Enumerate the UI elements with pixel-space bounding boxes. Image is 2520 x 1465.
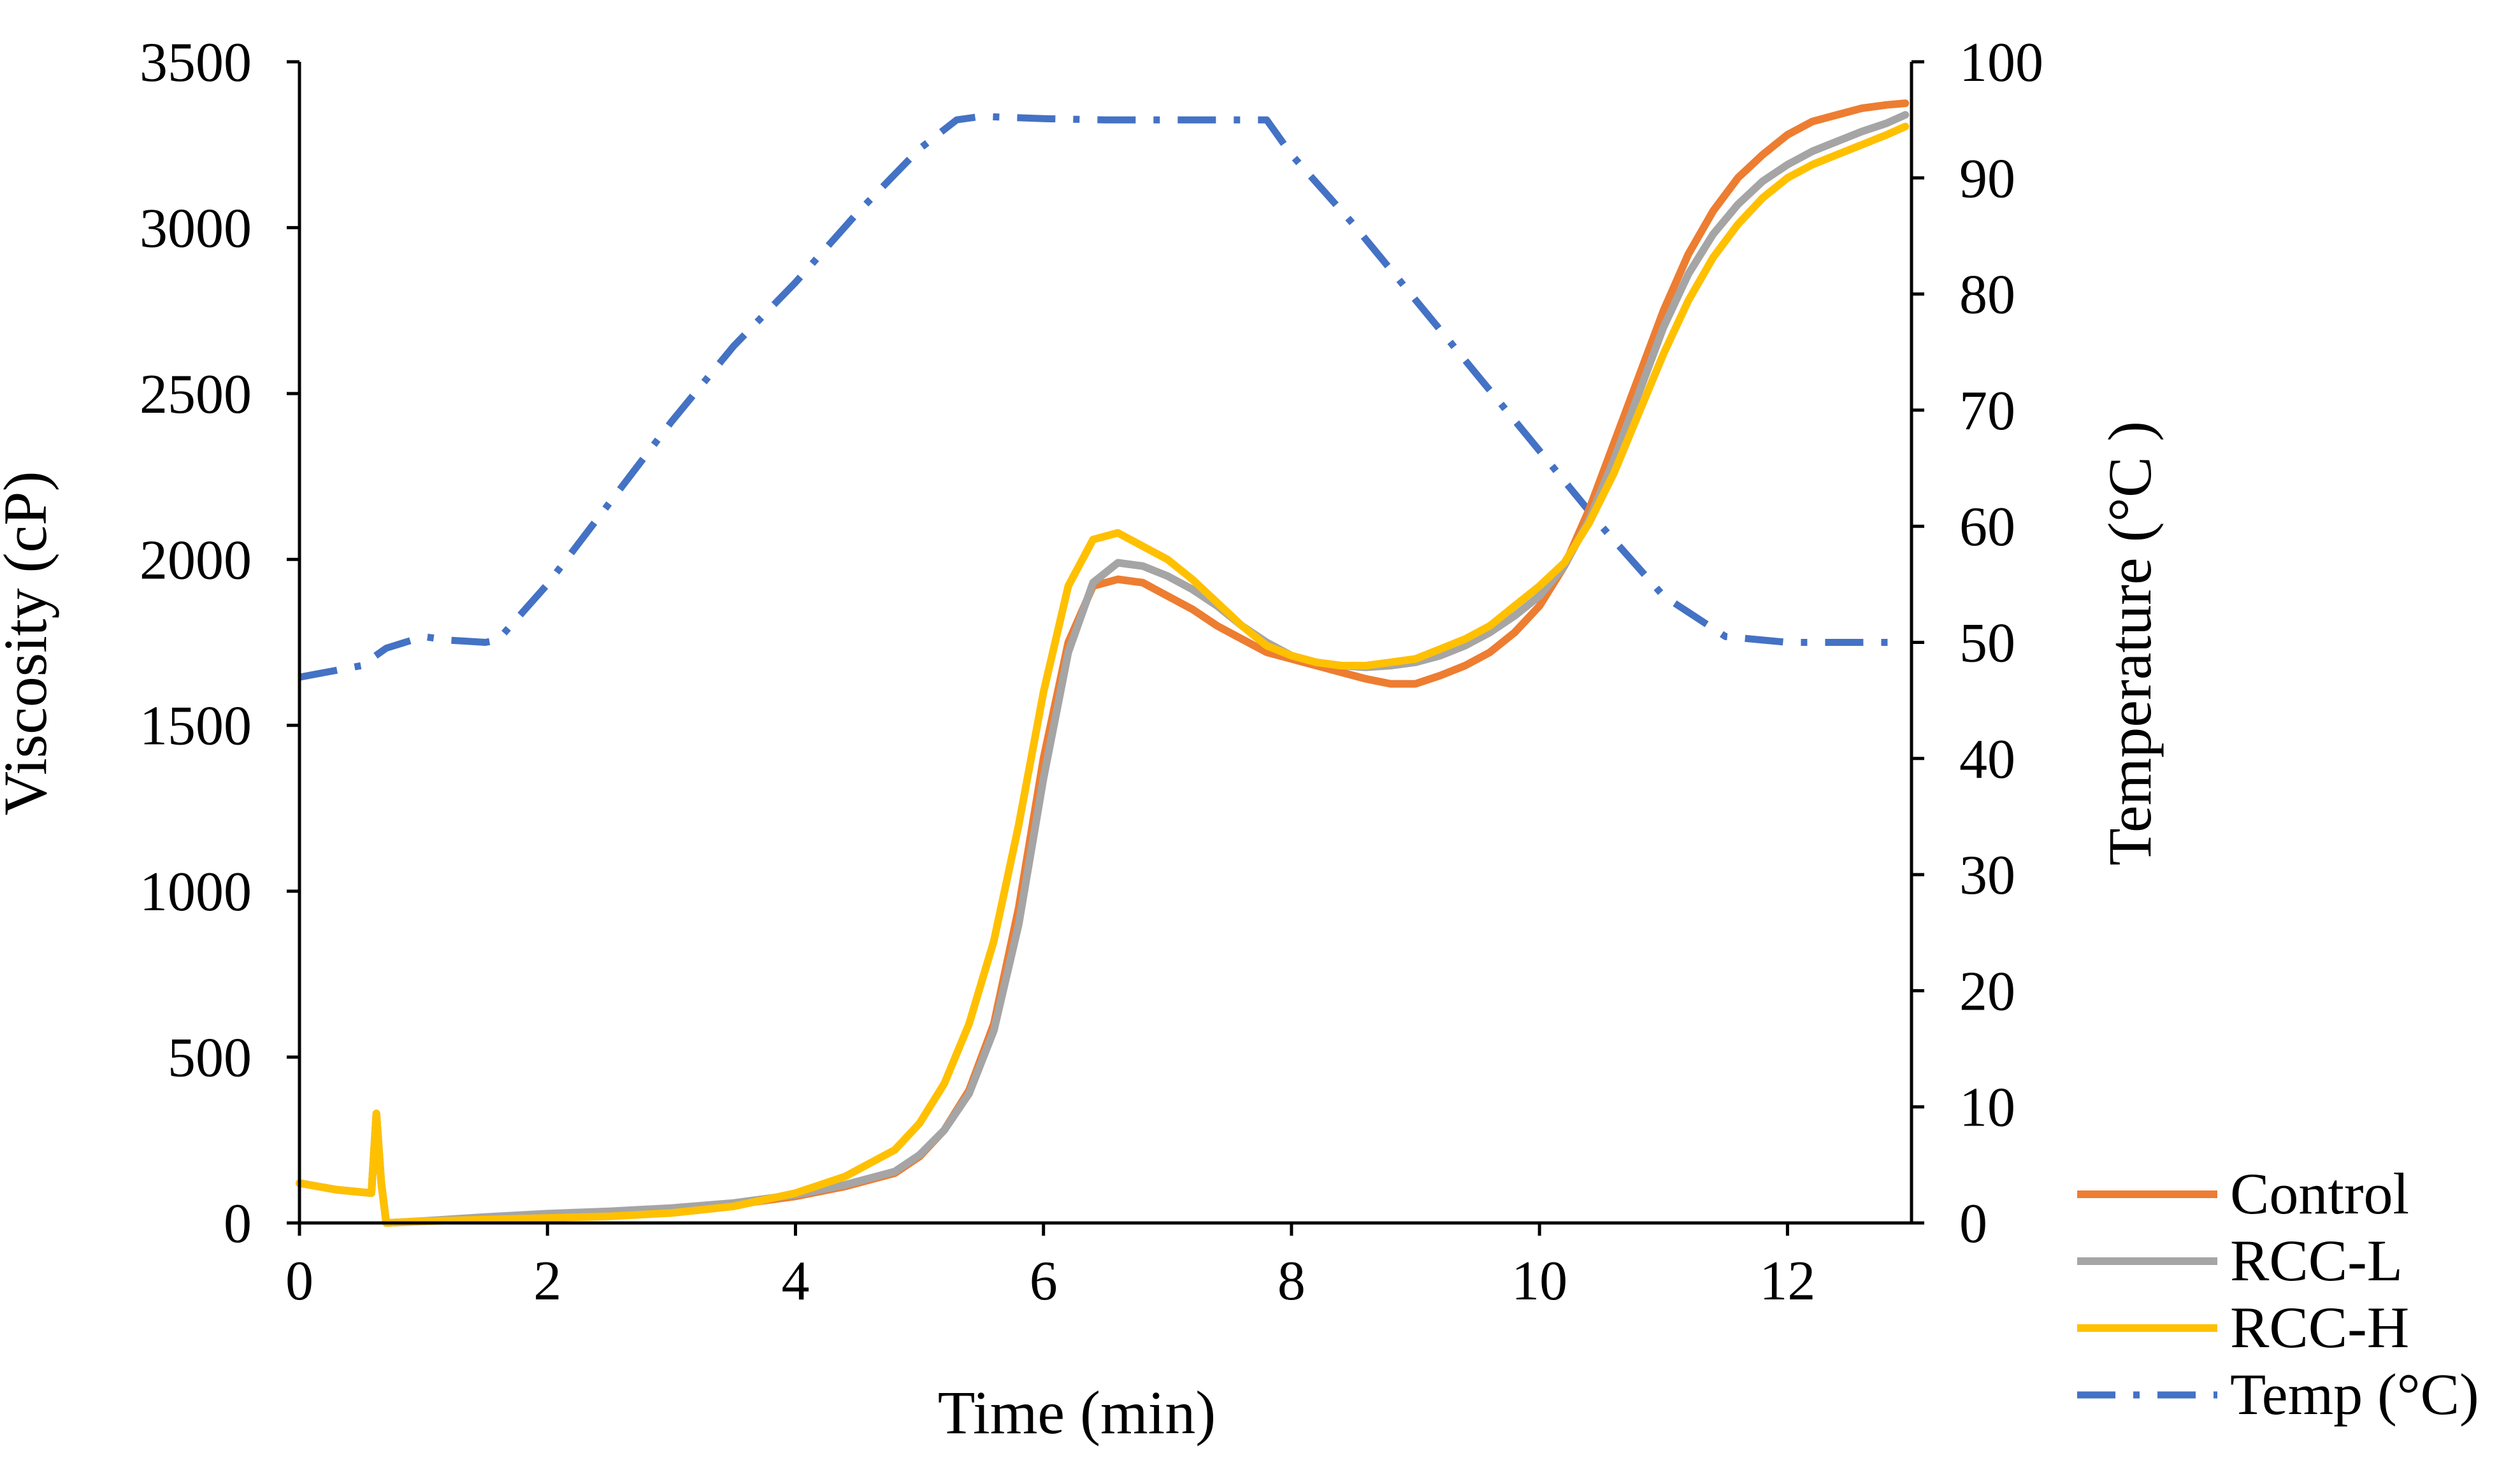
x-tick-label: 0 <box>285 1250 313 1312</box>
y2-tick-label: 60 <box>1959 496 2015 558</box>
legend-label: RCC-L <box>2230 1228 2403 1293</box>
y-tick-label: 3500 <box>140 32 252 94</box>
x-axis-title: Time (min) <box>938 1378 1216 1447</box>
y-tick-label: 3000 <box>140 197 252 259</box>
y-tick-label: 500 <box>168 1027 252 1089</box>
y-tick-label: 2000 <box>140 529 252 591</box>
x-tick-label: 8 <box>1278 1250 1306 1312</box>
y2-tick-label: 20 <box>1959 961 2015 1022</box>
series-line-control <box>296 99 1910 1227</box>
legend-label: RCC-H <box>2230 1295 2409 1360</box>
y2-axis-title: Temperature (°C ) <box>2096 421 2164 866</box>
plot-lines <box>296 99 1910 1227</box>
x-ticks: 0 2 4 6 8 10 12 <box>285 1223 1815 1312</box>
series-line-temp-c <box>298 113 1906 681</box>
y2-tick-label: 10 <box>1959 1077 2015 1139</box>
y-tick-label: 1500 <box>140 696 252 757</box>
y-tick-label: 2500 <box>140 364 252 425</box>
x-tick-label: 10 <box>1511 1250 1567 1312</box>
legend-label: Temp (°C) <box>2230 1362 2479 1427</box>
y2-tick-label: 70 <box>1959 380 2015 442</box>
y2-tick-label: 30 <box>1959 845 2015 906</box>
y2-tick-label: 100 <box>1959 32 2043 94</box>
x-tick-label: 2 <box>533 1250 561 1312</box>
y-ticks-right: 0 10 20 30 40 50 60 70 80 90 100 <box>1912 32 2043 1255</box>
y-axis-title: Viscosity (cP) <box>0 471 59 816</box>
y2-tick-label: 0 <box>1959 1193 1987 1255</box>
y2-tick-label: 80 <box>1959 264 2015 326</box>
x-tick-label: 4 <box>781 1250 809 1312</box>
x-tick-label: 12 <box>1759 1250 1815 1312</box>
legend-label: Control <box>2230 1161 2409 1226</box>
axes <box>298 62 1913 1225</box>
y-tick-label: 0 <box>224 1193 252 1255</box>
x-tick-label: 6 <box>1030 1250 1058 1312</box>
series-line-rcc-l <box>296 111 1910 1227</box>
y-tick-label: 1000 <box>140 861 252 923</box>
y2-tick-label: 40 <box>1959 729 2015 790</box>
series-line-rcc-h <box>296 122 1910 1227</box>
y-ticks-left: 0 500 1000 1500 2000 2500 3000 3500 <box>140 32 299 1255</box>
y2-tick-label: 90 <box>1959 148 2015 210</box>
y2-tick-label: 50 <box>1959 613 2015 675</box>
